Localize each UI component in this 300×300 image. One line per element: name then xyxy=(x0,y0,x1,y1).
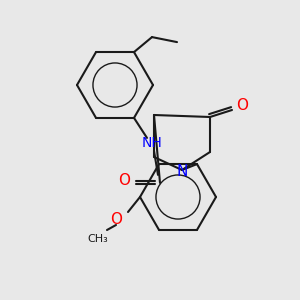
Text: NH: NH xyxy=(142,136,162,150)
Text: O: O xyxy=(236,98,248,113)
Text: O: O xyxy=(110,212,122,226)
Text: CH₃: CH₃ xyxy=(88,234,108,244)
Text: N: N xyxy=(176,164,188,179)
Text: O: O xyxy=(118,173,130,188)
